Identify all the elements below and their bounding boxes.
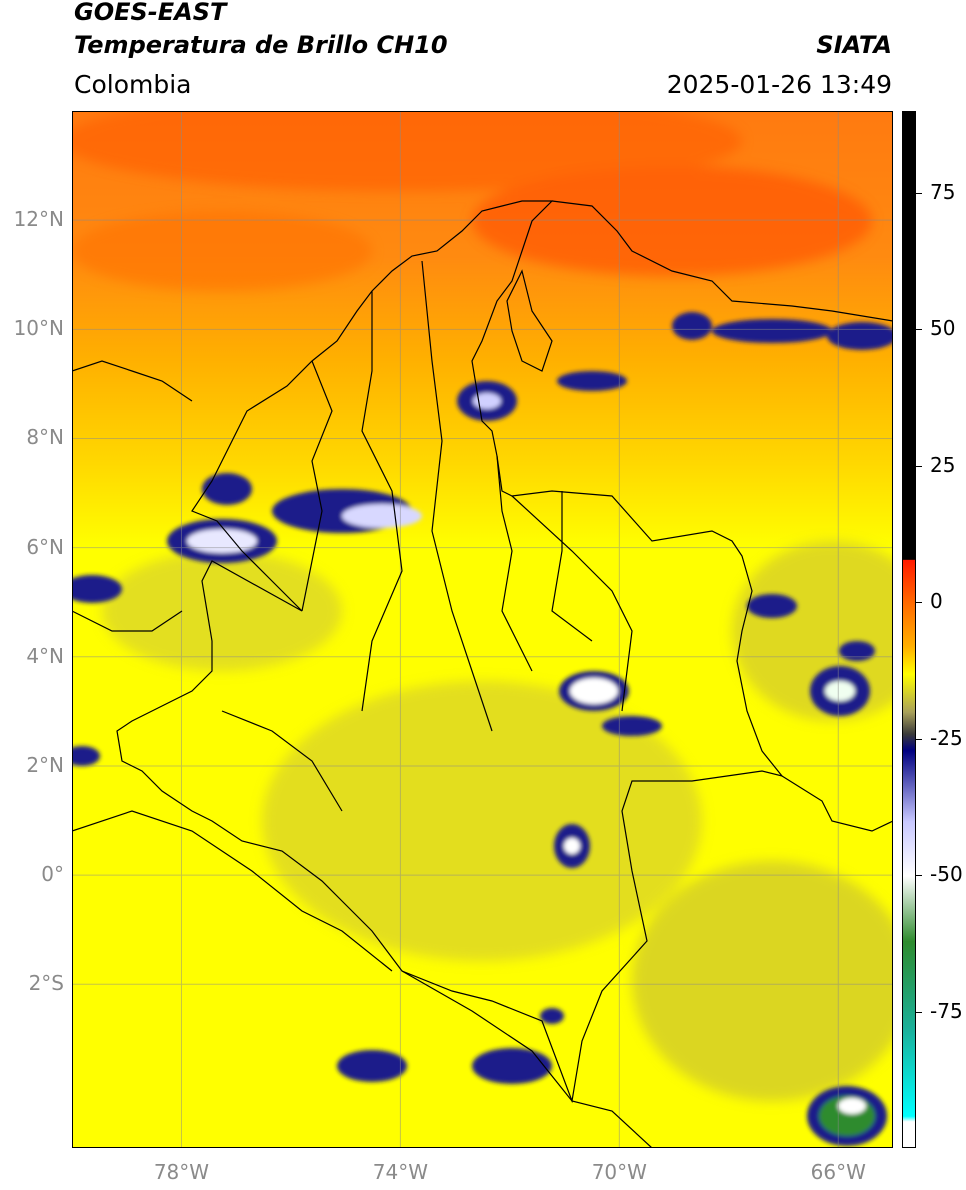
brazil-venezuela [781, 775, 893, 832]
colorbar-tick-label: 25 [930, 452, 956, 477]
title-product: Temperatura de Brillo CH10 [74, 31, 448, 59]
colorbar [902, 111, 916, 1148]
pacific-coast [72, 610, 183, 632]
colorbar-tick-label: 0 [930, 589, 943, 614]
ecuador-peru [72, 810, 393, 972]
interior-4 [496, 455, 533, 672]
maracaibo-lake [506, 269, 553, 372]
lat-tick-label: 2°N [26, 752, 64, 777]
lat-tick-label: 4°N [26, 643, 64, 668]
colorbar-tick [916, 738, 922, 740]
lon-tick-label: 66°W [810, 1160, 866, 1184]
map-frame [72, 111, 893, 1148]
interior-2 [361, 291, 403, 712]
colorbar-tick [916, 329, 922, 331]
colorbar-tick [916, 192, 922, 194]
lat-tick-label: 2°S [28, 971, 64, 996]
colombia-boundary [116, 200, 784, 1104]
colorbar-tick-label: 50 [930, 316, 956, 341]
region-label: Colombia [74, 70, 192, 99]
colorbar-tick [916, 602, 922, 604]
lon-tick-label: 70°W [591, 1160, 647, 1184]
colorbar-tick-label: 75 [930, 179, 956, 204]
colorbar-tick-label: -50 [930, 862, 963, 887]
map-canvas [72, 111, 893, 1148]
datetime-label: 2025-01-26 13:49 [666, 70, 892, 99]
lat-tick-label: 0° [41, 862, 64, 887]
colorbar-tick [916, 875, 922, 877]
lat-tick-label: 10°N [13, 316, 64, 341]
lat-tick-label: 6°N [26, 534, 64, 559]
panama-isthmus [72, 360, 193, 402]
lon-tick-label: 74°W [372, 1160, 428, 1184]
colorbar-tick-label: -75 [930, 998, 963, 1023]
venezuela-coast [551, 200, 893, 322]
lat-tick-label: 12°N [13, 207, 64, 232]
colorbar-tick [916, 465, 922, 467]
interior-3 [421, 260, 493, 732]
interior-1 [301, 360, 333, 612]
colorbar-tick [916, 1011, 922, 1013]
gridlines [72, 111, 893, 1148]
title-satellite: GOES-EAST [74, 0, 227, 26]
interior-7 [221, 710, 343, 812]
peru-brazil [401, 970, 653, 1148]
lat-tick-label: 8°N [26, 425, 64, 450]
interior-6 [551, 491, 593, 642]
lon-tick-label: 78°W [153, 1160, 210, 1184]
agency-label: SIATA [816, 31, 892, 59]
boundaries [72, 200, 893, 1148]
colorbar-tick-label: -25 [930, 725, 963, 750]
warm-band [72, 111, 872, 291]
interior-5 [511, 495, 633, 712]
